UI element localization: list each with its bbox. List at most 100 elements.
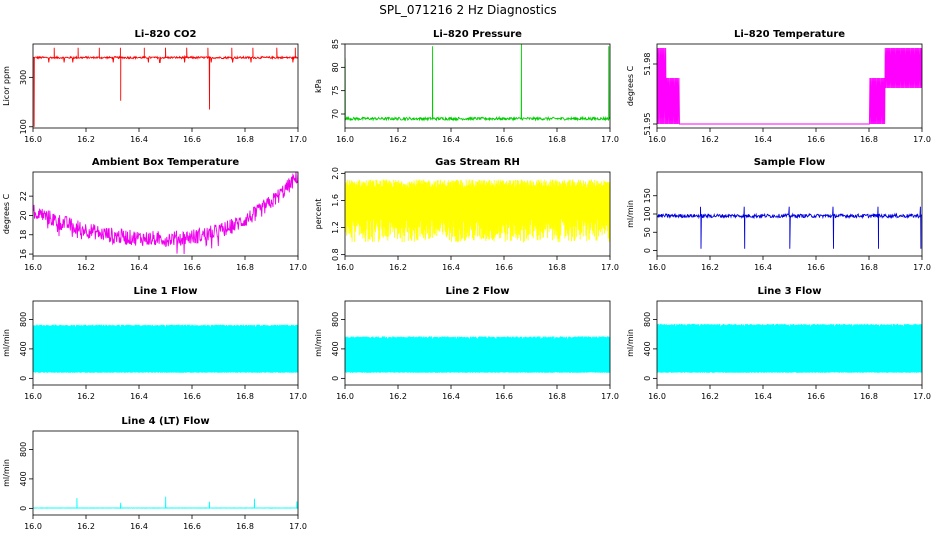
y-tick-label: 0 xyxy=(19,376,28,381)
panel-6: Sample Flow 16.0 16.2 16.4 16.6 16.8 17.0 0 50 10… xyxy=(626,157,931,272)
panel-title: Li–820 Pressure xyxy=(433,29,522,40)
series-line xyxy=(345,179,610,243)
y-tick-label: 800 xyxy=(19,312,28,327)
plot-frame xyxy=(656,300,923,386)
plot-frame xyxy=(344,43,611,129)
plot-frame xyxy=(32,43,299,129)
x-tick-label: 16.8 xyxy=(548,392,566,401)
x-tick-label: 16.6 xyxy=(183,522,201,531)
plot-frame xyxy=(32,430,299,516)
x-tick-label: 16.4 xyxy=(130,135,148,144)
x-tick-label: 16.0 xyxy=(336,135,354,144)
y-tick-label: 75 xyxy=(331,86,340,96)
x-tick-label: 16.4 xyxy=(130,392,148,401)
x-tick-label: 16.8 xyxy=(860,263,878,272)
y-tick-label: 0 xyxy=(19,506,28,511)
x-tick-label: 16.0 xyxy=(648,135,666,144)
x-tick-label: 16.2 xyxy=(77,522,95,531)
series-line xyxy=(657,47,922,125)
series-line xyxy=(657,206,922,249)
x-tick-label: 17.0 xyxy=(601,392,619,401)
x-tick-label: 16.6 xyxy=(495,392,513,401)
panel-title: Li–820 Temperature xyxy=(734,29,845,40)
x-tick-label: 16.6 xyxy=(495,135,513,144)
x-tick-label: 16.2 xyxy=(389,392,407,401)
y-tick-label: 1.2 xyxy=(331,221,340,234)
y-tick-label: 18 xyxy=(19,230,28,240)
y-tick-label: 80 xyxy=(331,62,340,72)
plot-frame xyxy=(656,43,923,129)
series-line xyxy=(33,172,298,255)
y-tick-label: 51.95 xyxy=(643,113,652,136)
x-tick-label: 16.6 xyxy=(183,263,201,272)
y-tick-label: 0 xyxy=(643,376,652,381)
x-tick-label: 16.8 xyxy=(236,392,254,401)
panel-title: Sample Flow xyxy=(754,157,826,168)
x-tick-label: 16.8 xyxy=(860,135,878,144)
y-tick-label: 16 xyxy=(19,249,28,259)
x-tick-label: 17.0 xyxy=(913,135,931,144)
y-axis-label: ml/min xyxy=(626,329,635,357)
x-tick-label: 16.4 xyxy=(130,263,148,272)
y-tick-label: 150 xyxy=(643,188,652,203)
series-line xyxy=(33,496,298,510)
x-tick-label: 16.6 xyxy=(807,263,825,272)
y-axis-label: degrees C xyxy=(2,193,11,234)
x-tick-label: 16.2 xyxy=(77,135,95,144)
x-tick-label: 17.0 xyxy=(289,392,307,401)
x-tick-label: 16.2 xyxy=(77,263,95,272)
plot-frame xyxy=(32,171,299,257)
y-tick-label: 100 xyxy=(643,206,652,221)
plot-frame xyxy=(32,300,299,386)
y-axis-label: ml/min xyxy=(314,329,323,357)
x-tick-label: 16.8 xyxy=(236,522,254,531)
x-tick-label: 16.4 xyxy=(442,392,460,401)
x-tick-label: 16.6 xyxy=(495,263,513,272)
x-tick-label: 17.0 xyxy=(601,135,619,144)
y-tick-label: 400 xyxy=(19,341,28,356)
panel-title: Line 4 (LT) Flow xyxy=(121,416,209,427)
panel-1: Li–820 CO2 16.0 16.2 16.4 16.6 16.8 17.0 100 300… xyxy=(2,29,307,144)
y-tick-label: 400 xyxy=(643,341,652,356)
y-tick-label: 0.8 xyxy=(331,248,340,261)
y-tick-label: 400 xyxy=(19,471,28,486)
y-tick-label: 0 xyxy=(643,248,652,253)
x-tick-label: 17.0 xyxy=(289,135,307,144)
x-tick-label: 16.0 xyxy=(24,135,42,144)
panel-9: Line 3 Flow 16.0 16.2 16.4 16.6 16.8 17.0 0 400 8… xyxy=(626,286,931,401)
x-tick-label: 16.0 xyxy=(24,392,42,401)
x-tick-label: 17.0 xyxy=(601,263,619,272)
x-tick-label: 16.8 xyxy=(548,135,566,144)
x-tick-label: 16.0 xyxy=(336,392,354,401)
x-tick-label: 16.2 xyxy=(701,263,719,272)
y-tick-label: 20 xyxy=(19,210,28,220)
x-tick-label: 16.2 xyxy=(701,392,719,401)
y-tick-label: 85 xyxy=(331,39,340,49)
y-tick-label: 800 xyxy=(331,312,340,327)
x-tick-label: 17.0 xyxy=(289,522,307,531)
x-tick-label: 16.4 xyxy=(754,263,772,272)
panel-title: Line 2 Flow xyxy=(446,286,510,297)
panel-5: Gas Stream RH 16.0 16.2 16.4 16.6 16.8 17.0 0.8… xyxy=(314,157,619,272)
panel-title: Line 3 Flow xyxy=(758,286,822,297)
panel-2: Li–820 Pressure 16.0 16.2 16.4 16.6 16.8 17.0 7… xyxy=(314,29,619,144)
x-tick-label: 16.6 xyxy=(183,392,201,401)
x-tick-label: 16.0 xyxy=(648,263,666,272)
y-axis-label: degrees C xyxy=(626,65,635,106)
y-axis-label: Licor ppm xyxy=(2,66,11,106)
x-tick-label: 16.8 xyxy=(236,135,254,144)
series-line xyxy=(33,47,298,127)
y-tick-label: 1.6 xyxy=(331,194,340,207)
x-tick-label: 16.0 xyxy=(24,522,42,531)
panel-title: Ambient Box Temperature xyxy=(92,157,239,168)
x-tick-label: 16.4 xyxy=(442,263,460,272)
panel-8: Line 2 Flow 16.0 16.2 16.4 16.6 16.8 17.0 0 400 8… xyxy=(314,286,619,401)
x-tick-label: 16.4 xyxy=(442,135,460,144)
x-tick-label: 16.4 xyxy=(754,135,772,144)
x-tick-label: 16.4 xyxy=(754,392,772,401)
y-axis-label: kPa xyxy=(314,79,323,93)
y-tick-label: 800 xyxy=(643,312,652,327)
panel-title: Gas Stream RH xyxy=(435,157,520,168)
y-tick-label: 51.98 xyxy=(643,53,652,76)
